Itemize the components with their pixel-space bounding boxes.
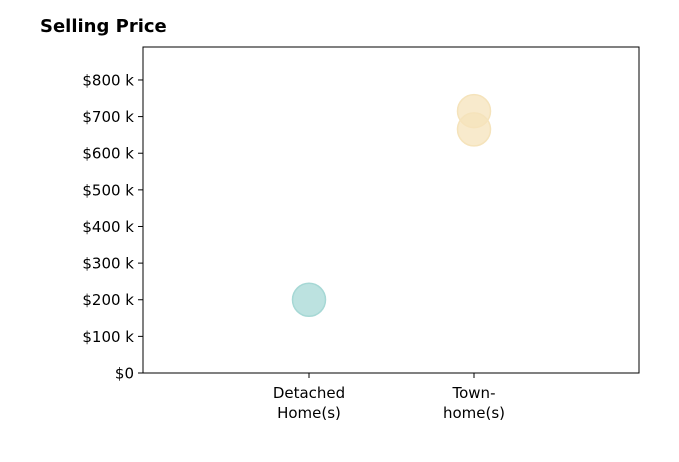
y-tick-label: $700 k [82, 108, 134, 126]
data-point [456, 112, 492, 147]
x-tick-label: Detached [273, 384, 345, 402]
y-tick-label: $600 k [82, 145, 134, 163]
chart-title: Selling Price [40, 16, 167, 37]
y-tick-label: $100 k [82, 328, 134, 346]
y-tick-label: $0 [115, 365, 134, 383]
y-tick-label: $300 k [82, 255, 134, 273]
y-axis: $0 $100 k $200 k $300 k $400 k $500 k $600 k $7… [82, 71, 143, 383]
x-axis: Detached Home(s) Town-home(s) [273, 373, 505, 422]
data-points [291, 93, 492, 317]
y-tick-label: $500 k [82, 181, 134, 199]
y-tick-label: $400 k [82, 218, 134, 236]
y-tick-label: $800 k [82, 71, 134, 89]
plot-frame [142, 46, 640, 374]
x-tick-label: home(s) [443, 404, 505, 422]
data-point [291, 282, 327, 317]
x-tick-label: Home(s) [277, 404, 341, 422]
y-tick-label: $200 k [82, 291, 134, 309]
x-tick-label: Town- [452, 384, 496, 402]
